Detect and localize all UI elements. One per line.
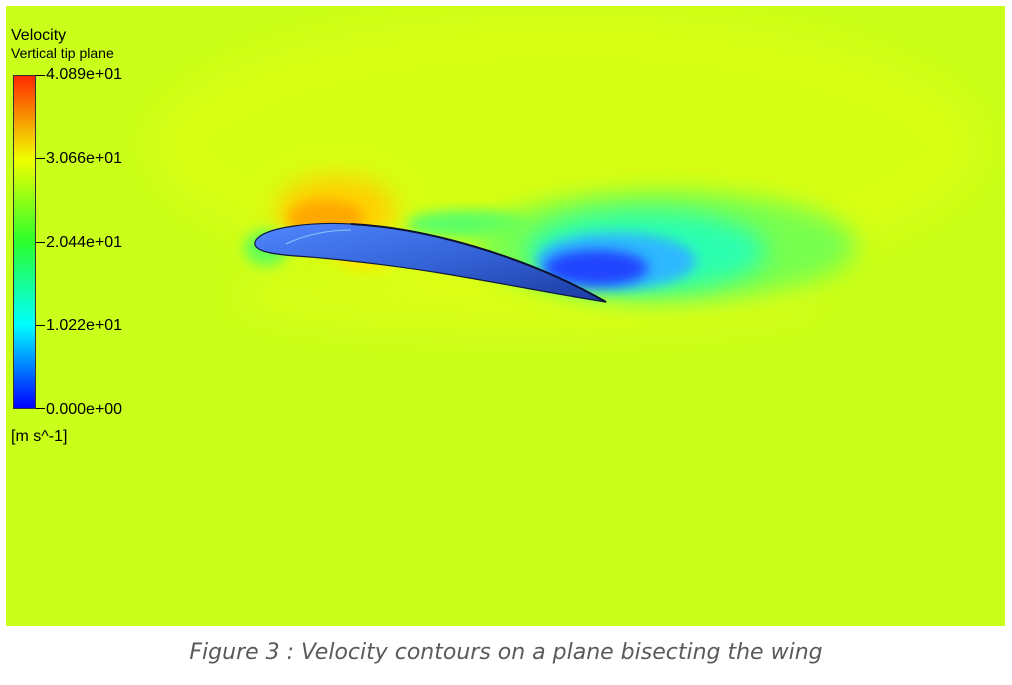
colorbar-tick xyxy=(36,75,45,76)
airfoil-section xyxy=(254,222,607,303)
wake-core-blue xyxy=(544,250,648,286)
legend-subtitle: Vertical tip plane xyxy=(11,45,114,61)
colorbar-tick xyxy=(36,158,45,159)
tick-label-2: 2.044e+01 xyxy=(46,234,123,251)
colorbar-tick xyxy=(36,325,45,326)
tick-label-min: 0.000e+00 xyxy=(46,401,123,418)
colorbar-tick xyxy=(36,408,45,409)
legend-units: [m s^-1] xyxy=(11,428,68,445)
airfoil-upper-edge xyxy=(350,223,607,303)
figure-caption: Figure 3 : Velocity contours on a plane … xyxy=(189,640,823,665)
tick-label-3: 3.066e+01 xyxy=(46,150,123,167)
tick-label-max: 4.089e+01 xyxy=(46,66,123,83)
tick-label-1: 1.022e+01 xyxy=(46,317,123,334)
contour-field xyxy=(6,6,1005,626)
velocity-contour-plot xyxy=(6,6,1005,626)
airfoil-highlight xyxy=(285,229,352,245)
colorbar-tick xyxy=(36,242,45,243)
color-scale-bar xyxy=(13,75,36,409)
legend-title: Velocity xyxy=(11,27,67,44)
